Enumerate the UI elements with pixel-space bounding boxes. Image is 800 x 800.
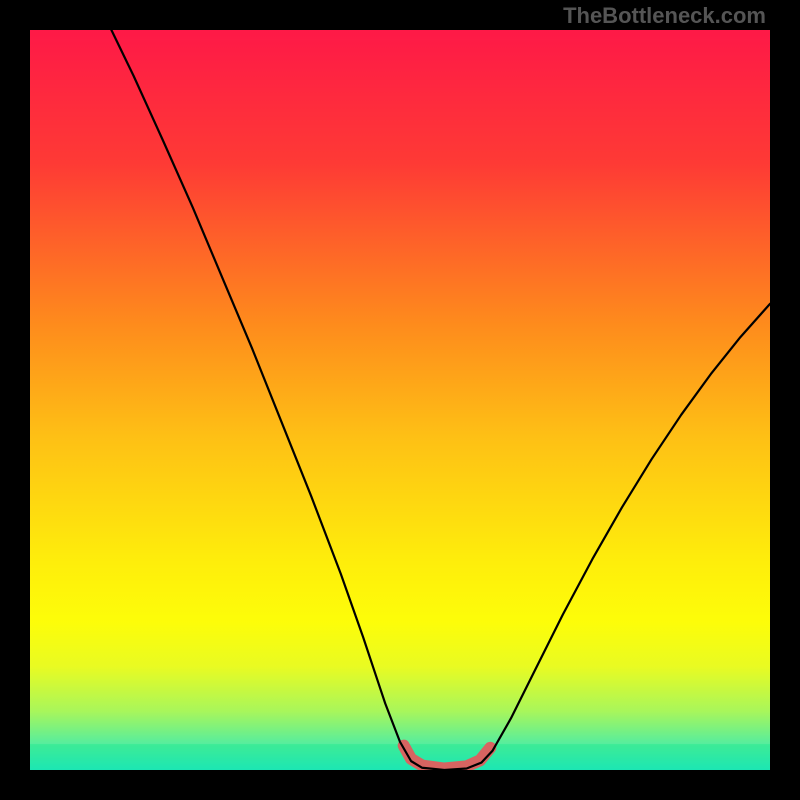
chart-frame: TheBottleneck.com xyxy=(0,0,800,800)
plot-area xyxy=(30,30,770,770)
chart-svg xyxy=(30,30,770,770)
watermark-text: TheBottleneck.com xyxy=(563,3,766,29)
gradient-background xyxy=(30,30,770,770)
